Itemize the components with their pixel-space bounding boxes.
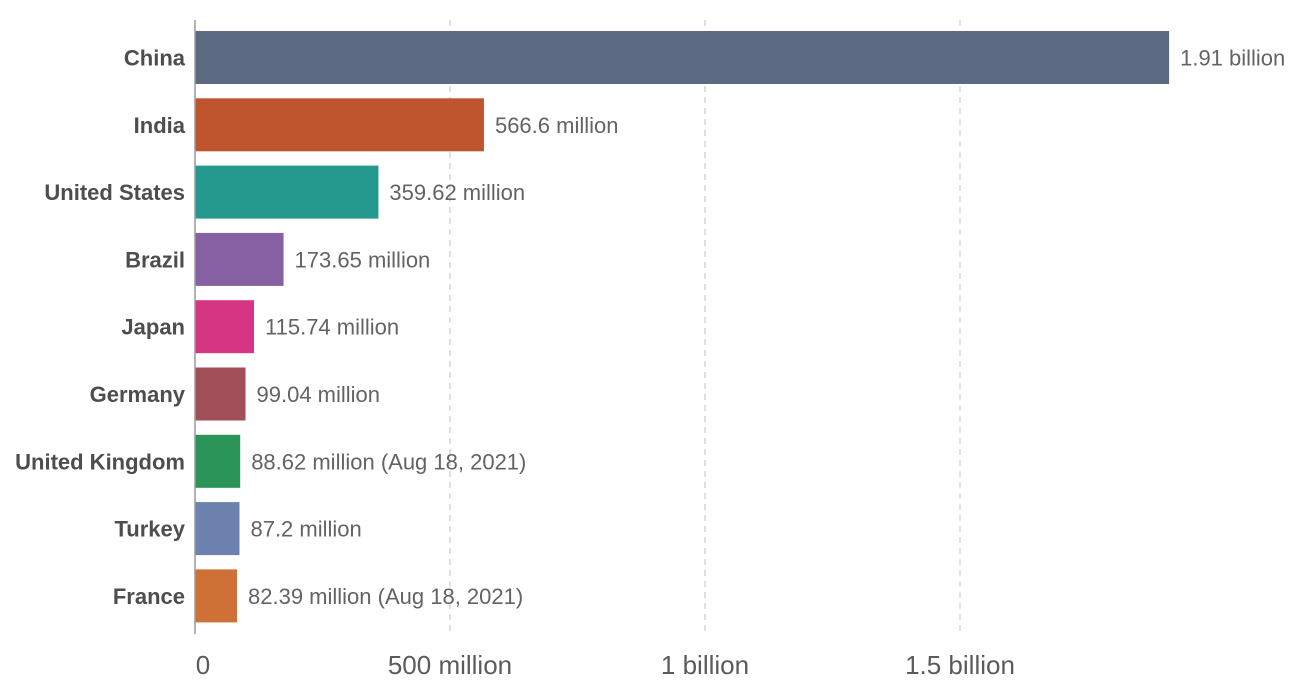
value-label: 99.04 million bbox=[257, 382, 381, 407]
value-label: 173.65 million bbox=[295, 247, 431, 272]
value-label: 359.62 million bbox=[389, 180, 525, 205]
bar-france[interactable] bbox=[195, 569, 238, 623]
bar-united-states[interactable] bbox=[195, 165, 379, 219]
value-labels: 1.91 billion 566.6 million 359.62 million 1… bbox=[248, 46, 1285, 609]
value-label: 88.62 million (Aug 18, 2021) bbox=[251, 449, 526, 474]
value-label: 1.91 billion bbox=[1180, 46, 1285, 71]
category-label: China bbox=[124, 46, 186, 71]
bar-turkey[interactable] bbox=[195, 502, 240, 556]
x-tick-label: 1 billion bbox=[661, 650, 749, 680]
bar-india[interactable] bbox=[195, 98, 484, 152]
category-label: Japan bbox=[121, 315, 185, 340]
bars bbox=[195, 31, 1170, 623]
bar-united-kingdom[interactable] bbox=[195, 434, 241, 488]
category-label: India bbox=[134, 113, 186, 138]
x-axis-ticks: 0 500 million 1 billion 1.5 billion bbox=[196, 650, 1015, 680]
category-label: United States bbox=[44, 180, 185, 205]
value-label: 115.74 million bbox=[265, 315, 399, 340]
x-tick-label: 1.5 billion bbox=[905, 650, 1015, 680]
bar-china[interactable] bbox=[195, 31, 1170, 84]
bar-germany[interactable] bbox=[195, 367, 246, 421]
category-label: France bbox=[113, 584, 185, 609]
category-label: Germany bbox=[90, 382, 186, 407]
value-label: 566.6 million bbox=[495, 113, 619, 138]
category-label: Brazil bbox=[125, 247, 185, 272]
category-labels: China India United States Brazil Japan German… bbox=[15, 46, 186, 609]
value-label: 87.2 million bbox=[250, 517, 361, 542]
category-label: Turkey bbox=[114, 517, 185, 542]
value-label: 82.39 million (Aug 18, 2021) bbox=[248, 584, 523, 609]
bar-brazil[interactable] bbox=[195, 232, 284, 286]
category-label: United Kingdom bbox=[15, 449, 185, 474]
x-tick-label: 0 bbox=[196, 650, 210, 680]
x-tick-label: 500 million bbox=[388, 650, 512, 680]
bar-japan[interactable] bbox=[195, 300, 255, 354]
